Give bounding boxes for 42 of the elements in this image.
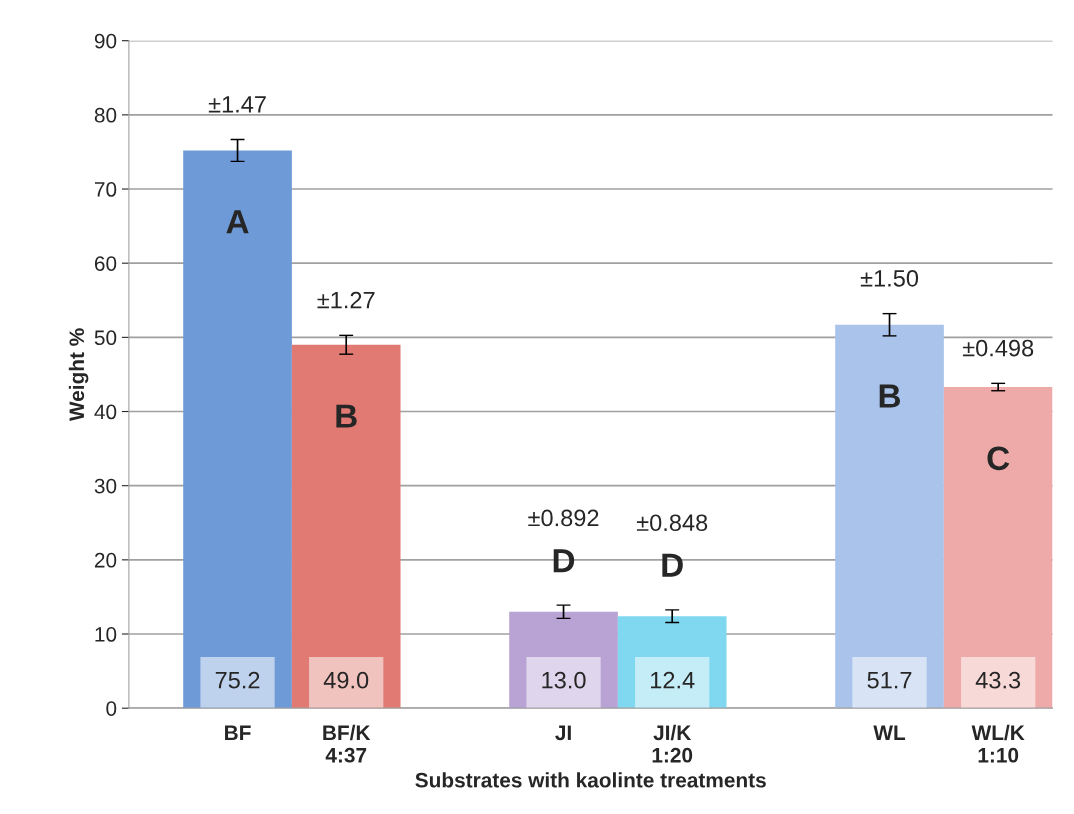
bar — [835, 324, 944, 709]
data-label: 75.2 — [215, 671, 260, 689]
bar — [291, 344, 401, 709]
y-tick-label: 0 — [106, 701, 117, 716]
y-tick-label: 10 — [95, 627, 117, 642]
x-axis-title: Substrates with kaolinte treatments — [415, 772, 766, 788]
x-tick-label: BF — [225, 725, 251, 740]
data-label: 13.0 — [542, 671, 586, 689]
x-tick-label: JI — [555, 725, 571, 741]
data-label: 49.0 — [323, 671, 369, 689]
bar — [617, 616, 727, 709]
annotation: ±0.848 — [636, 514, 708, 532]
annotation: D — [662, 553, 683, 577]
annotation: ±1.47 — [208, 96, 266, 113]
y-tick-label: 40 — [94, 404, 117, 420]
annotation: ±0.892 — [528, 509, 599, 527]
y-tick-label: 60 — [94, 256, 117, 271]
annotation: B — [879, 384, 901, 408]
y-tick-label: 70 — [94, 182, 117, 197]
annotation: C — [987, 446, 1010, 471]
bar — [943, 387, 1053, 709]
y-tick-label: 80 — [94, 107, 117, 123]
y-tick-label: 30 — [94, 478, 117, 494]
x-tick-label: WL — [873, 725, 906, 740]
data-label: 12.4 — [651, 671, 695, 689]
annotation: D — [553, 549, 575, 573]
annotation: ±1.27 — [317, 291, 375, 309]
x-tick-label: BF/K 4:37 — [323, 724, 371, 763]
annotation: A — [226, 210, 249, 234]
y-axis-title: Weight % — [68, 328, 89, 422]
bar — [509, 611, 618, 709]
x-tick-label: WL/K 1:10 — [971, 724, 1025, 763]
y-tick-label: 20 — [94, 552, 117, 568]
annotation: ±1.50 — [860, 269, 919, 287]
y-tick-label: 90 — [94, 33, 117, 49]
data-label: 43.3 — [975, 671, 1021, 689]
data-label: 51.7 — [867, 672, 912, 689]
x-tick-label: JI/K 1:20 — [652, 724, 693, 763]
y-tick-label: 50 — [94, 330, 117, 346]
annotation: ±0.498 — [962, 339, 1034, 357]
annotation: B — [336, 404, 357, 428]
bar — [183, 150, 292, 709]
